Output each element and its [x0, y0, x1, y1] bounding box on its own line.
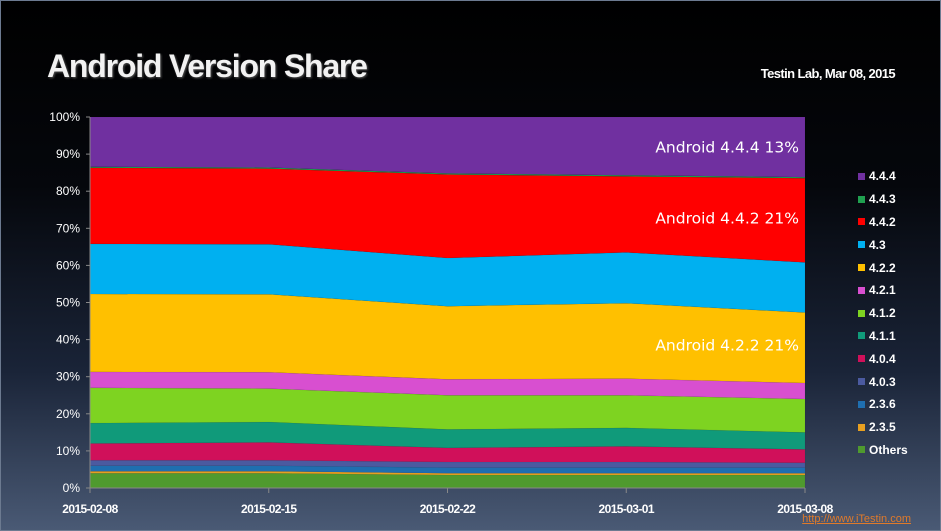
legend-swatch [858, 332, 865, 340]
area-series-4-4-2 [89, 167, 806, 263]
legend-label: Others [869, 442, 908, 457]
legend-label: 4.1.1 [869, 328, 896, 343]
legend-item: 2.3.5 [858, 416, 908, 439]
legend-swatch [858, 241, 865, 249]
legend-swatch [858, 355, 865, 363]
y-tick-label: 30% [56, 370, 80, 384]
legend-swatch [858, 446, 865, 454]
legend-label: 4.2.2 [869, 260, 896, 275]
y-tick-label: 50% [56, 296, 80, 310]
legend-swatch [858, 218, 865, 226]
legend-label: 2.3.6 [869, 397, 896, 412]
x-tick-label: 2015-03-01 [599, 502, 655, 516]
legend-item: Others [858, 439, 908, 462]
area-series-2-3-5 [89, 471, 806, 476]
x-tick-label: 2015-02-15 [241, 502, 297, 516]
area-series-4-2-2 [89, 293, 806, 384]
y-tick-label: 100% [49, 110, 80, 124]
legend-item: 4.4.4 [858, 165, 908, 188]
area-series-4-4-3 [89, 166, 806, 179]
legend-swatch [858, 423, 865, 431]
legend-label: 4.1.2 [869, 306, 896, 321]
area-series-others [89, 472, 806, 489]
legend-label: 4.4.3 [869, 192, 896, 207]
legend-swatch [858, 172, 865, 180]
legend-label: 4.4.2 [869, 214, 896, 229]
legend-label: 4.0.4 [869, 351, 896, 366]
legend-swatch [858, 264, 865, 272]
area-series-4-0-4 [89, 442, 806, 464]
chart-subtitle: Testin Lab, Mar 08, 2015 [760, 66, 896, 81]
credit-link[interactable]: http://www.iTestin.com [802, 513, 911, 525]
y-tick-label: 10% [56, 444, 80, 458]
area-series-2-3-6 [89, 465, 806, 474]
x-tick-label: 2015-02-22 [420, 502, 476, 516]
legend-item: 4.4.2 [858, 211, 908, 234]
legend-label: 4.4.4 [869, 169, 896, 184]
legend-item: 4.0.3 [858, 370, 908, 393]
y-tick-label: 80% [56, 184, 80, 198]
legend-swatch [858, 378, 865, 386]
legend-item: 2.3.6 [858, 393, 908, 416]
legend-item: 4.2.2 [858, 256, 908, 279]
y-tick-label: 0% [63, 481, 81, 495]
legend-label: 4.0.3 [869, 374, 896, 389]
legend-item: 4.2.1 [858, 279, 908, 302]
legend-item: 4.1.1 [858, 325, 908, 348]
legend-item: 4.4.3 [858, 188, 908, 211]
y-tick-label: 20% [56, 407, 80, 421]
legend-label: 4.2.1 [869, 283, 896, 298]
area-series-4-1-2 [89, 387, 806, 433]
area-series-4-4-4 [89, 116, 806, 178]
y-tick-label: 90% [56, 147, 80, 161]
y-tick-label: 60% [56, 258, 80, 272]
legend-label: 2.3.5 [869, 420, 896, 435]
legend-swatch [858, 400, 865, 408]
legend-label: 4.3 [869, 237, 886, 252]
legend-swatch [858, 195, 865, 203]
legend-item: 4.1.2 [858, 302, 908, 325]
chart-title: Android Version Share [47, 48, 368, 84]
annotation-label: Android 4.4.2 21% [655, 209, 799, 227]
chart-legend: 4.4.4 4.4.3 4.4.2 4.3 4.2.2 4.2.1 4.1.2 4.1.1 4.… [858, 165, 908, 461]
legend-item: 4.0.4 [858, 347, 908, 370]
y-tick-label: 40% [56, 333, 80, 347]
legend-swatch [858, 309, 865, 317]
y-tick-label: 70% [56, 221, 80, 235]
x-tick-label: 2015-02-08 [62, 502, 118, 516]
area-series-4-3 [89, 243, 806, 313]
legend-item: 4.3 [858, 233, 908, 256]
annotation-label: Android 4.2.2 21% [655, 336, 799, 354]
x-tick-label: 2015-03-08 [777, 502, 833, 516]
annotation-label: Android 4.4.4 13% [655, 139, 799, 157]
legend-swatch [858, 286, 865, 294]
